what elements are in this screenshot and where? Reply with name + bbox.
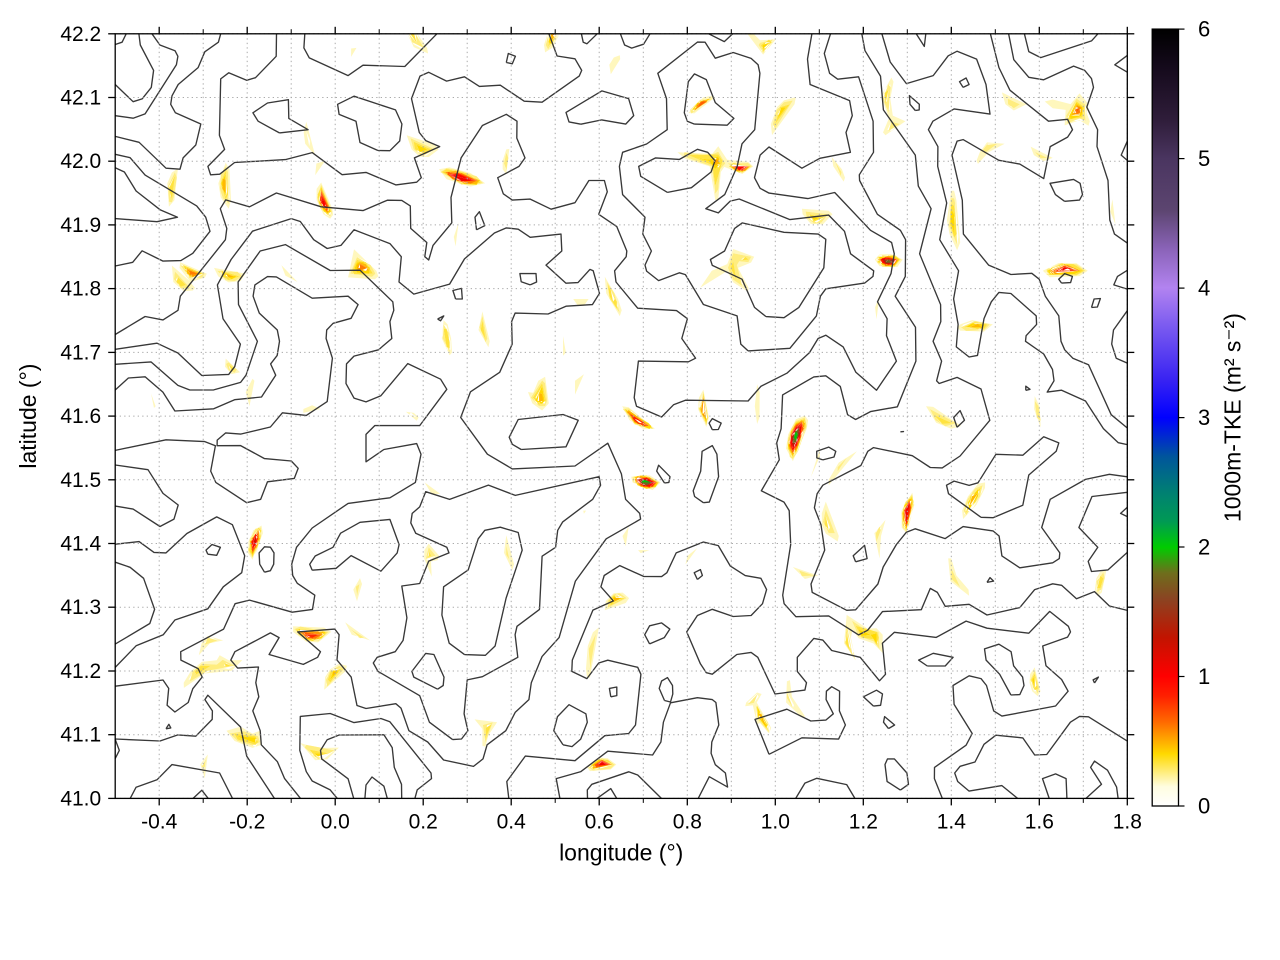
svg-text:1.4: 1.4: [937, 810, 967, 833]
svg-text:-0.4: -0.4: [141, 810, 178, 833]
svg-text:latitude (°): latitude (°): [15, 364, 41, 469]
svg-text:0.0: 0.0: [321, 810, 350, 833]
svg-text:1: 1: [1198, 664, 1210, 689]
svg-text:1.0: 1.0: [761, 810, 790, 833]
svg-text:41.2: 41.2: [60, 660, 101, 683]
svg-text:4: 4: [1198, 276, 1210, 301]
svg-text:0.4: 0.4: [497, 810, 527, 833]
svg-text:0.2: 0.2: [409, 810, 438, 833]
svg-text:41.5: 41.5: [60, 469, 101, 492]
svg-text:0.8: 0.8: [673, 810, 702, 833]
svg-text:5: 5: [1198, 146, 1210, 171]
svg-text:1.6: 1.6: [1025, 810, 1054, 833]
svg-text:2: 2: [1198, 535, 1210, 560]
svg-text:42.0: 42.0: [60, 150, 101, 173]
svg-text:41.6: 41.6: [60, 405, 101, 428]
svg-text:longitude (°): longitude (°): [559, 839, 683, 865]
svg-text:1000m-TKE (m² s⁻²): 1000m-TKE (m² s⁻²): [1220, 313, 1246, 522]
svg-text:41.4: 41.4: [60, 533, 101, 556]
svg-text:41.1: 41.1: [60, 724, 101, 747]
svg-text:0: 0: [1198, 794, 1210, 819]
svg-text:42.1: 42.1: [60, 87, 101, 110]
svg-text:-0.2: -0.2: [229, 810, 265, 833]
svg-text:0.6: 0.6: [585, 810, 614, 833]
svg-text:41.0: 41.0: [60, 787, 101, 810]
svg-text:3: 3: [1198, 405, 1210, 430]
svg-text:1.8: 1.8: [1113, 810, 1142, 833]
svg-text:41.3: 41.3: [60, 596, 101, 619]
svg-text:42.2: 42.2: [60, 23, 101, 46]
svg-text:41.9: 41.9: [60, 214, 101, 237]
svg-text:41.7: 41.7: [60, 341, 101, 364]
svg-text:1.2: 1.2: [849, 810, 878, 833]
svg-text:6: 6: [1198, 17, 1210, 42]
svg-text:41.8: 41.8: [60, 278, 101, 301]
